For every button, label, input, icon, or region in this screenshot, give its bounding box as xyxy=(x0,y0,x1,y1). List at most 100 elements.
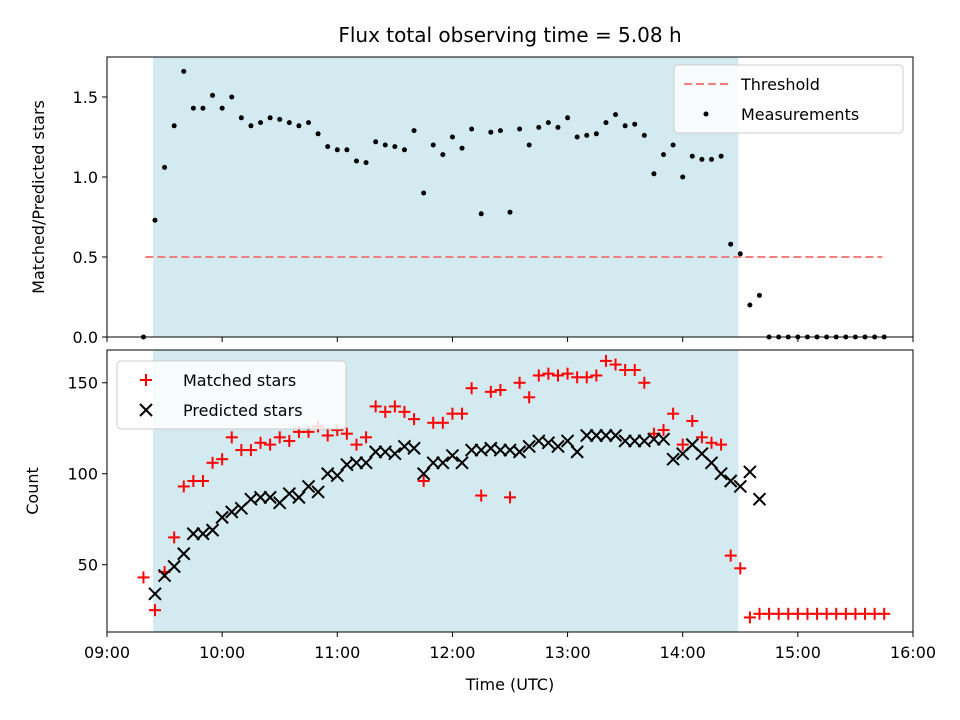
matched-star-point xyxy=(244,444,257,457)
matched-star-point xyxy=(695,431,708,444)
top-legend: Threshold Measurements xyxy=(673,64,904,134)
matched-star-point xyxy=(494,384,507,397)
matched-star-point xyxy=(599,354,612,367)
predicted-star-point xyxy=(177,547,191,561)
matched-star-point xyxy=(340,427,353,440)
measurement-point xyxy=(613,112,619,118)
measurement-point xyxy=(430,142,436,148)
measurement-point xyxy=(306,120,311,126)
matched-star-point xyxy=(743,611,756,624)
measurement-point xyxy=(449,134,455,140)
predicted-star-point xyxy=(752,492,767,506)
measurement-point xyxy=(709,156,714,162)
matched-star-point xyxy=(532,369,545,382)
bottom-ytick-label: 100 xyxy=(67,465,98,484)
legend-threshold-label: Threshold xyxy=(740,75,820,94)
predicted-star-point xyxy=(196,527,210,541)
measurement-point xyxy=(680,174,686,180)
measurement-point xyxy=(382,142,388,148)
predicted-star-point xyxy=(570,445,584,459)
matched-star-point xyxy=(196,474,209,487)
measurement-point xyxy=(555,124,561,130)
matched-star-point xyxy=(388,400,401,413)
predicted-star-point xyxy=(282,487,297,501)
predicted-star-point xyxy=(714,467,728,481)
measurement-point xyxy=(545,120,551,126)
measurement-point xyxy=(747,302,753,308)
legend-matched-swatch xyxy=(140,374,152,386)
predicted-star-point xyxy=(704,456,719,470)
bottom-xtick-label: 14:00 xyxy=(660,643,706,662)
predicted-star-point xyxy=(148,587,162,601)
measurement-point xyxy=(584,132,590,138)
measurement-point xyxy=(190,105,196,111)
predicted-star-point xyxy=(368,445,383,459)
measurement-point xyxy=(756,292,762,298)
matched-star-point xyxy=(667,407,680,420)
matched-star-point xyxy=(715,438,728,451)
matched-star-point xyxy=(475,489,488,502)
measurement-point xyxy=(286,120,292,126)
predicted-star-point xyxy=(349,456,364,470)
measurement-point xyxy=(699,156,705,162)
measurement-point xyxy=(689,153,695,159)
top-ytick-label: 0.0 xyxy=(73,328,98,347)
measurement-point xyxy=(718,153,724,159)
predicted-star-point xyxy=(589,428,604,443)
measurement-point xyxy=(325,144,331,150)
matched-star-point xyxy=(542,367,555,380)
predicted-star-point xyxy=(388,446,402,461)
measurement-point xyxy=(363,160,369,166)
measurement-point xyxy=(459,145,465,151)
matched-star-point xyxy=(254,436,267,449)
predicted-star-point xyxy=(618,434,632,448)
measurement-point xyxy=(315,131,321,137)
measurement-point xyxy=(440,152,446,158)
bottom-xtick-label: 15:00 xyxy=(775,643,821,662)
matched-star-point xyxy=(398,405,411,418)
bottom-xtick-label: 09:00 xyxy=(84,643,130,662)
predicted-star-point xyxy=(167,559,181,574)
matched-star-point xyxy=(609,358,622,371)
bottom-legend: Matched stars Predicted stars xyxy=(116,360,347,430)
matched-star-point xyxy=(580,371,593,384)
matched-star-point xyxy=(379,405,392,418)
predicted-star-point xyxy=(330,468,344,483)
matched-star-point xyxy=(676,438,689,451)
predicted-star-point xyxy=(580,428,594,443)
bottom-y-axis-label: Count xyxy=(23,467,42,515)
matched-star-point xyxy=(551,369,564,382)
measurement-point xyxy=(267,115,273,121)
matched-star-point xyxy=(350,438,363,451)
measurement-point xyxy=(728,241,734,247)
predicted-star-point xyxy=(407,441,421,455)
matched-star-point xyxy=(225,431,238,444)
measurement-point xyxy=(353,158,359,164)
matched-star-point xyxy=(321,429,334,442)
measurement-point xyxy=(219,105,225,111)
matched-star-point xyxy=(638,376,651,389)
measurement-point xyxy=(632,121,638,127)
bottom-panel: 50 100 150 09:00 10:00 11:00 12:00 13:00 14:00 1… xyxy=(23,349,936,694)
matched-star-point xyxy=(878,607,891,620)
matched-star-point xyxy=(561,367,574,380)
measurement-point xyxy=(517,126,523,132)
top-observing-window xyxy=(153,57,739,337)
measurement-point xyxy=(497,128,503,134)
matched-star-point xyxy=(465,382,478,395)
measurement-point xyxy=(670,142,676,148)
matched-star-point xyxy=(369,400,382,413)
predicted-star-point xyxy=(512,445,527,459)
bottom-axes-frame xyxy=(106,349,914,633)
bottom-xtick-label: 13:00 xyxy=(545,643,591,662)
measurement-point xyxy=(229,94,235,100)
predicted-star-point xyxy=(215,510,229,525)
bottom-xtick-label: 12:00 xyxy=(429,643,475,662)
predicted-star-point xyxy=(186,527,201,541)
bottom-xtick-label: 16:00 xyxy=(890,643,936,662)
matched-star-point xyxy=(216,453,229,466)
measurement-point xyxy=(334,147,340,153)
measurement-point xyxy=(488,129,494,135)
predicted-star-point xyxy=(311,485,325,499)
predicted-star-point xyxy=(733,479,747,494)
